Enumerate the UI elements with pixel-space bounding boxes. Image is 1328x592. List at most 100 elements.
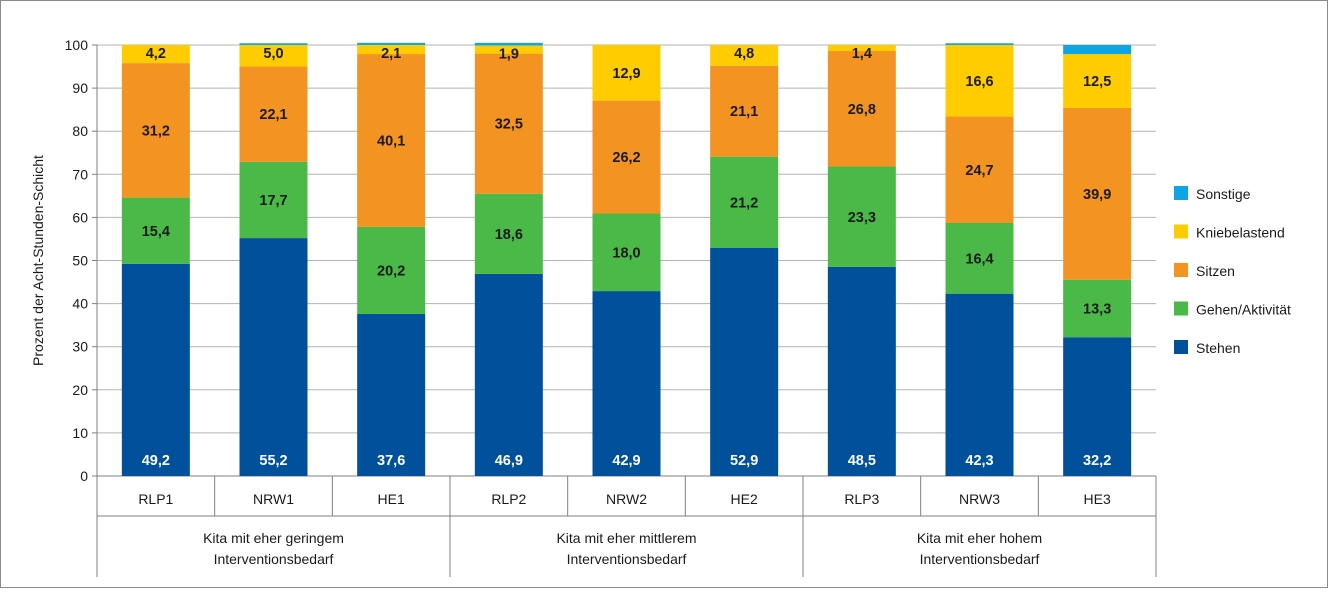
bar-segment-kniebelastend-he3 — [1063, 54, 1132, 108]
legend-swatch-kniebelastend — [1174, 224, 1188, 239]
bar-segment-sonstige-he1 — [357, 42, 426, 45]
bar-segment-gehen-aktivit-t-he2 — [710, 156, 779, 249]
group-label-line1-1: Kita mit eher mittlerem — [556, 530, 696, 546]
bar-segment-stehen-nrw2 — [592, 291, 661, 476]
bar-segment-sitzen-nrw1 — [239, 66, 308, 162]
data-label-kniebelastend-nrw1: 5,0 — [263, 46, 283, 62]
group-label-line2-2: Interventionsbedarf — [920, 551, 1040, 567]
bar-segment-sitzen-he1 — [357, 54, 426, 227]
x-tick-label-nrw1: NRW1 — [253, 491, 294, 507]
bar-segment-stehen-rlp1 — [121, 263, 190, 476]
legend-swatch-gehen-aktivit-t — [1174, 301, 1188, 316]
data-label-gehen-aktivit-t-nrw2: 18,0 — [612, 245, 640, 261]
data-label-gehen-aktivit-t-nrw3: 16,4 — [965, 251, 993, 267]
data-label-kniebelastend-he2: 4,8 — [734, 46, 754, 62]
bar-segment-gehen-aktivit-t-nrw3 — [945, 223, 1014, 294]
bar-segment-sitzen-rlp2 — [474, 53, 543, 194]
bar-segment-stehen-he2 — [710, 248, 779, 476]
data-label-stehen-he2: 52,9 — [730, 453, 758, 469]
y-tick-label-0: 0 — [80, 468, 88, 484]
data-label-sitzen-nrw3: 24,7 — [965, 163, 993, 179]
data-label-sitzen-rlp2: 32,5 — [495, 117, 523, 133]
bar-segment-sonstige-nrw3 — [945, 43, 1014, 45]
bar-segment-sitzen-he3 — [1063, 107, 1132, 280]
y-tick-label-100: 100 — [65, 37, 89, 53]
data-label-sitzen-nrw1: 22,1 — [259, 107, 287, 123]
data-label-stehen-rlp1: 49,2 — [142, 453, 170, 469]
bar-segment-stehen-rlp3 — [827, 266, 896, 476]
data-label-stehen-he1: 37,6 — [377, 453, 405, 469]
x-tick-label-rlp3: RLP3 — [844, 491, 879, 507]
data-label-stehen-nrw1: 55,2 — [259, 453, 287, 469]
y-tick-label-20: 20 — [72, 382, 88, 398]
legend-label-kniebelastend: Kniebelastend — [1196, 225, 1285, 241]
bar-segment-gehen-aktivit-t-nrw2 — [592, 213, 661, 292]
legend-swatch-sitzen — [1174, 263, 1188, 277]
data-label-kniebelastend-nrw2: 12,9 — [612, 66, 640, 82]
bar-segment-kniebelastend-he2 — [710, 45, 779, 66]
legend-label-sonstige: Sonstige — [1196, 186, 1251, 202]
data-label-stehen-nrw3: 42,3 — [965, 453, 993, 469]
y-axis-title: Prozent der Acht-Stunden-Schicht — [30, 155, 46, 366]
data-label-sitzen-he3: 39,9 — [1083, 187, 1111, 203]
x-tick-label-he2: HE2 — [731, 491, 758, 507]
legend-swatch-stehen — [1174, 340, 1188, 354]
bar-segment-sitzen-rlp1 — [121, 63, 190, 198]
y-tick-label-50: 50 — [72, 253, 88, 269]
data-label-stehen-nrw2: 42,9 — [612, 453, 640, 469]
data-label-gehen-aktivit-t-he3: 13,3 — [1083, 302, 1111, 318]
legend-label-gehen-aktivit-t: Gehen/Aktivität — [1196, 302, 1291, 318]
x-tick-label-rlp2: RLP2 — [491, 491, 526, 507]
data-label-kniebelastend-he3: 12,5 — [1083, 74, 1111, 90]
bar-segment-gehen-aktivit-t-he3 — [1063, 279, 1132, 338]
bar-segment-sonstige-nrw1 — [239, 43, 308, 45]
y-tick-label-70: 70 — [72, 166, 88, 182]
bar-segment-kniebelastend-nrw1 — [239, 45, 308, 67]
bar-segment-stehen-rlp2 — [474, 273, 543, 476]
data-label-kniebelastend-rlp3: 1,4 — [852, 46, 872, 62]
data-label-sitzen-he1: 40,1 — [377, 133, 405, 149]
legend-label-sitzen: Sitzen — [1196, 263, 1235, 279]
bar-segment-sonstige-he3 — [1063, 45, 1132, 55]
y-tick-label-40: 40 — [72, 296, 88, 312]
bar-segment-kniebelastend-rlp3 — [827, 45, 896, 52]
data-label-kniebelastend-he1: 2,1 — [381, 46, 401, 62]
bar-segment-kniebelastend-nrw3 — [945, 45, 1014, 117]
bar-segment-kniebelastend-rlp2 — [474, 45, 543, 54]
bar-segment-gehen-aktivit-t-rlp2 — [474, 193, 543, 274]
data-label-gehen-aktivit-t-nrw1: 17,7 — [259, 193, 287, 209]
x-tick-label-he3: HE3 — [1084, 491, 1111, 507]
bar-segment-kniebelastend-rlp1 — [121, 45, 190, 64]
y-tick-label-30: 30 — [72, 339, 88, 355]
data-label-sitzen-rlp3: 26,8 — [848, 102, 876, 118]
data-label-gehen-aktivit-t-he1: 20,2 — [377, 263, 405, 279]
y-tick-label-10: 10 — [72, 425, 88, 441]
x-tick-label-rlp1: RLP1 — [138, 491, 173, 507]
data-label-stehen-rlp2: 46,9 — [495, 453, 523, 469]
bar-segment-sitzen-nrw3 — [945, 116, 1014, 224]
data-label-stehen-he3: 32,2 — [1083, 453, 1111, 469]
bar-segment-sitzen-he2 — [710, 65, 779, 157]
data-label-gehen-aktivit-t-rlp1: 15,4 — [142, 224, 170, 240]
bar-segment-gehen-aktivit-t-rlp3 — [827, 166, 896, 267]
data-label-kniebelastend-nrw3: 16,6 — [965, 74, 993, 90]
bar-segment-gehen-aktivit-t-rlp1 — [121, 197, 190, 264]
data-label-gehen-aktivit-t-rlp3: 23,3 — [848, 210, 876, 226]
data-label-sitzen-rlp1: 31,2 — [142, 123, 170, 139]
y-tick-label-60: 60 — [72, 209, 88, 225]
x-tick-label-he1: HE1 — [378, 491, 405, 507]
x-tick-label-nrw2: NRW2 — [606, 491, 647, 507]
bar-segment-stehen-he3 — [1063, 337, 1132, 476]
bar-segment-stehen-nrw1 — [239, 238, 308, 476]
bar-segment-kniebelastend-nrw2 — [592, 45, 661, 101]
x-tick-label-nrw3: NRW3 — [959, 491, 1000, 507]
y-tick-label-80: 80 — [72, 123, 88, 139]
bar-segment-kniebelastend-he1 — [357, 45, 426, 55]
y-tick-label-90: 90 — [72, 80, 88, 96]
bar-segment-sitzen-nrw2 — [592, 100, 661, 214]
bar-segment-sonstige-rlp2 — [474, 42, 543, 46]
bar-segment-gehen-aktivit-t-nrw1 — [239, 161, 308, 239]
data-label-sitzen-he2: 21,1 — [730, 104, 758, 120]
